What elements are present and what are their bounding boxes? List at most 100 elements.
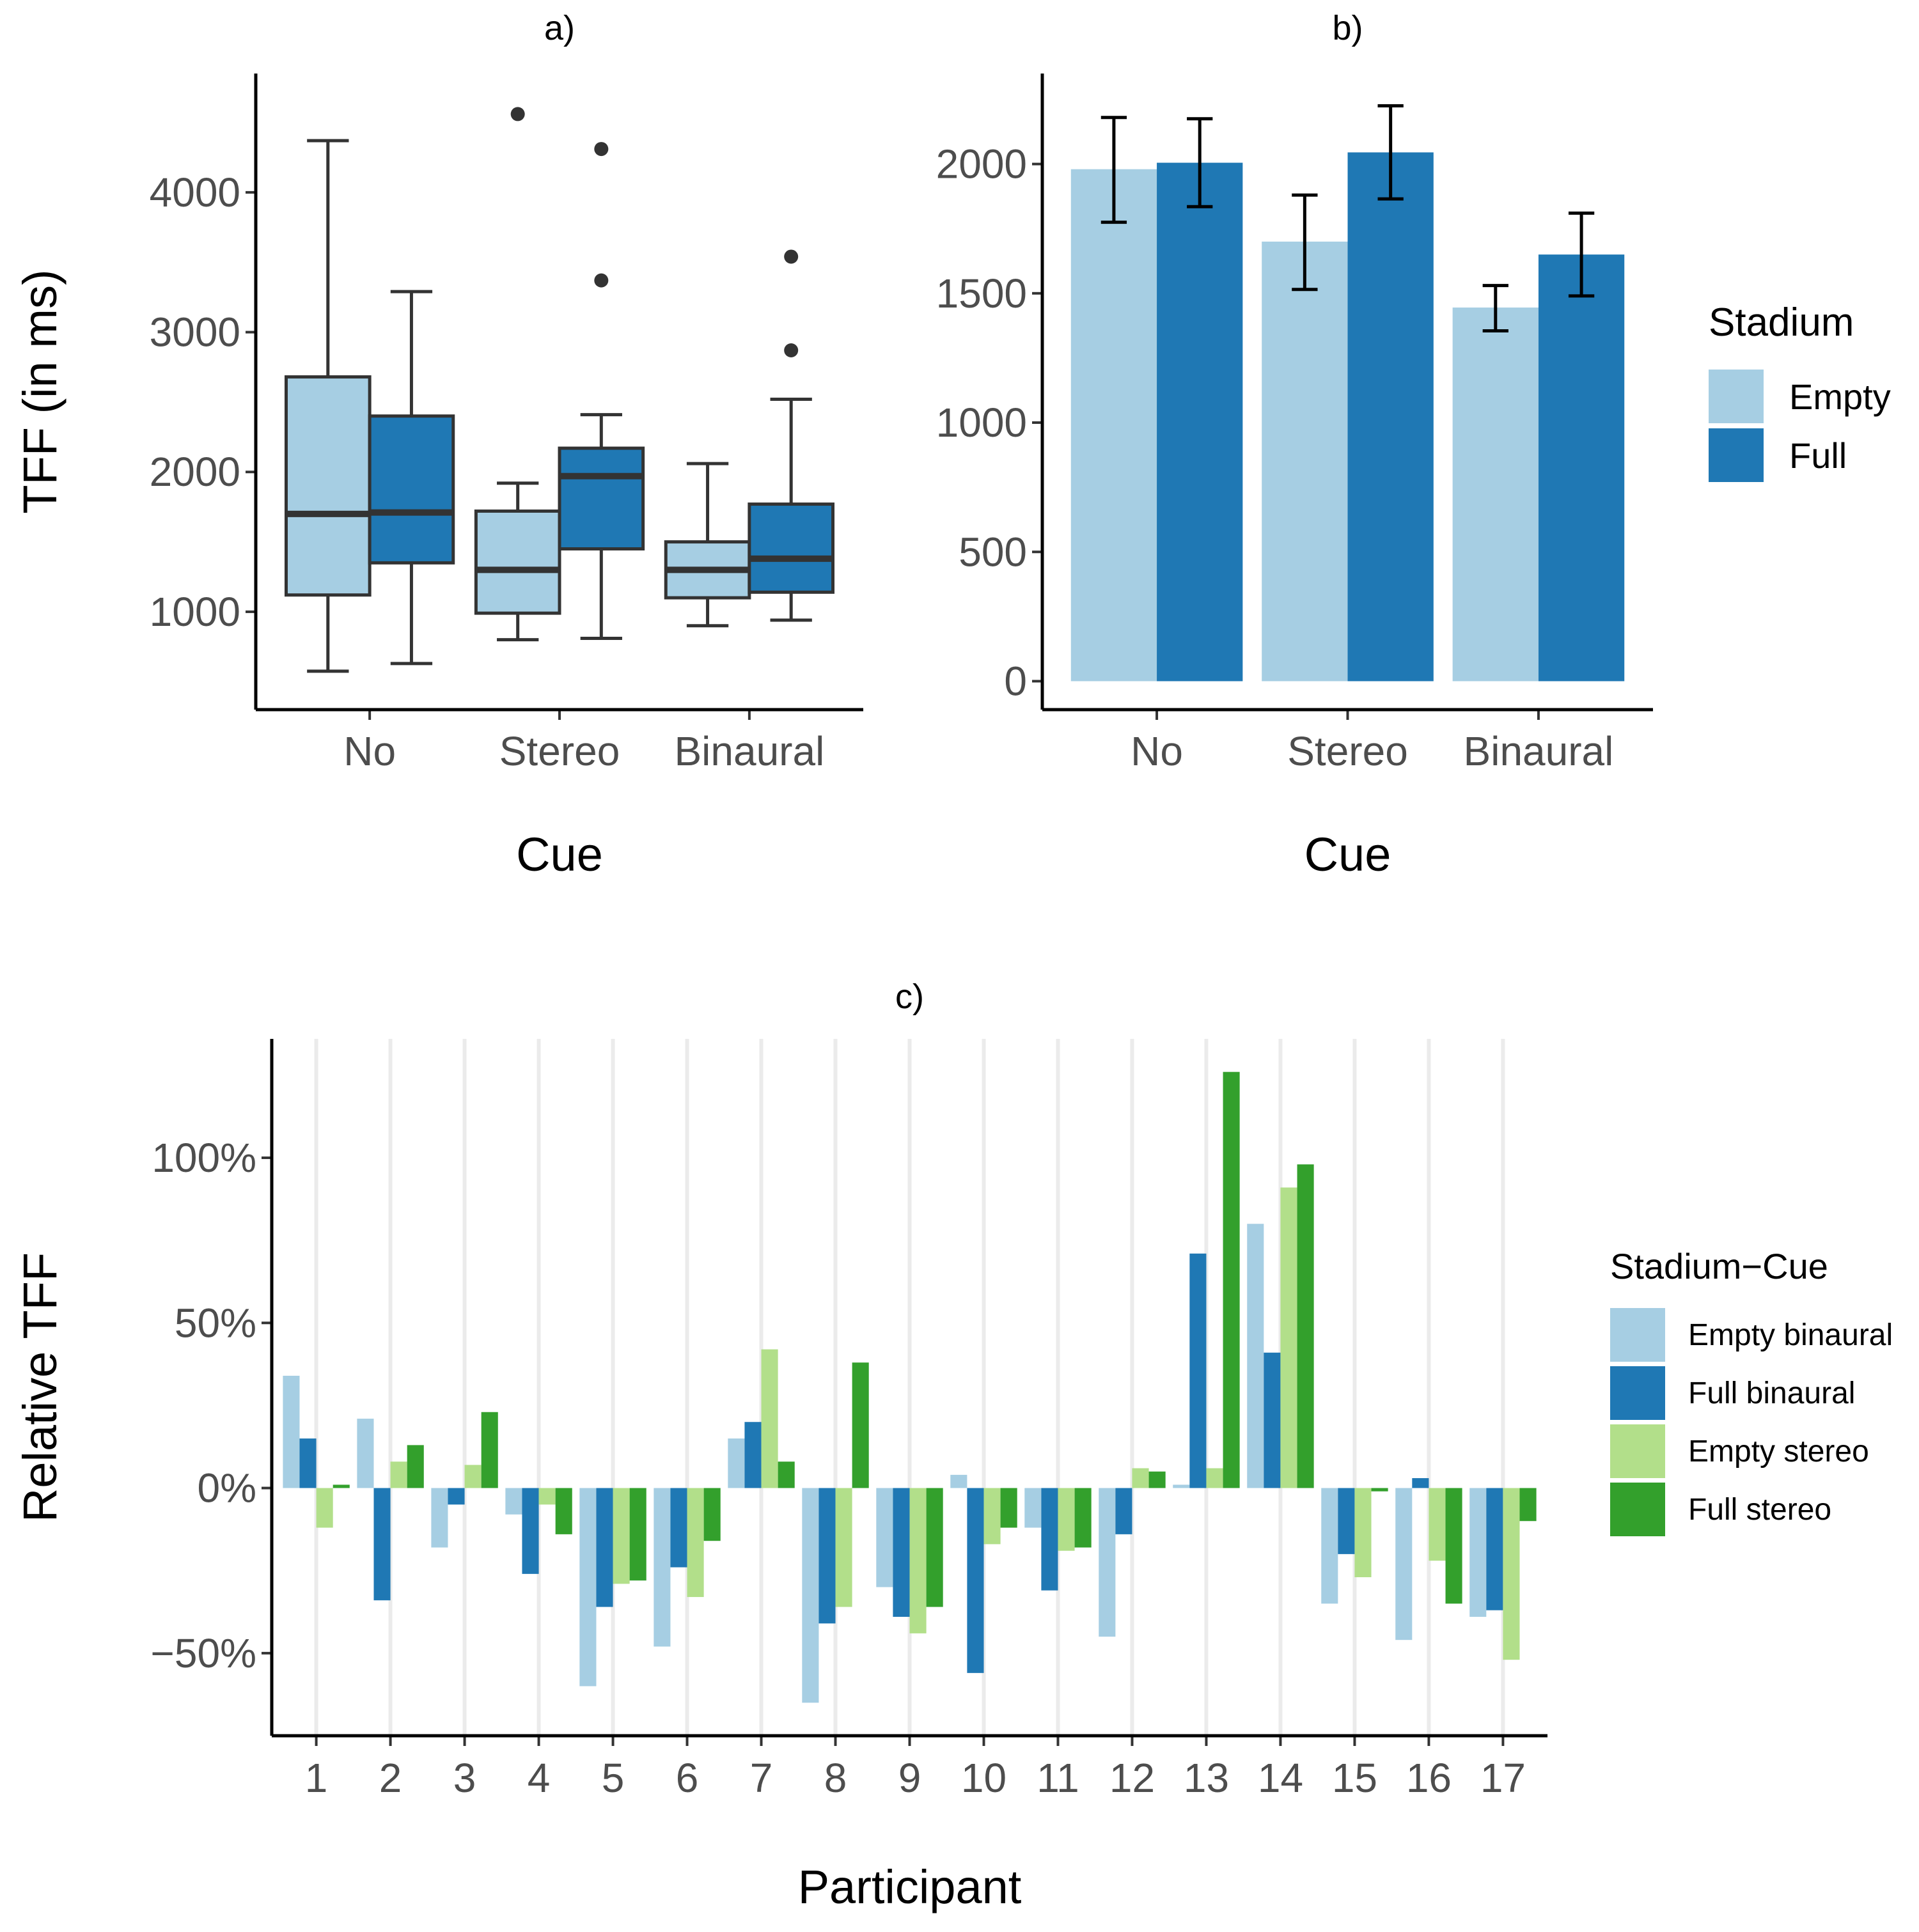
x-axis-title: Participant — [798, 1860, 1022, 1913]
y-tick-label: −50% — [151, 1630, 256, 1676]
box — [368, 414, 455, 565]
legend-label: Empty — [1789, 377, 1891, 417]
bar — [613, 1488, 630, 1584]
bar — [687, 1488, 704, 1598]
y-tick-label: 2000 — [936, 141, 1027, 187]
y-tick-label: 1000 — [936, 400, 1027, 446]
bar — [1429, 1488, 1446, 1561]
bar — [1024, 1488, 1042, 1528]
panel-c-participant-bar-chart: c)−50%0%50%100%1 2 3 4 5 6 7 8 9 10 11 12 13 14 15 16 17… — [13, 978, 1893, 1913]
bar — [876, 1488, 893, 1587]
bar — [1262, 241, 1348, 682]
legend-stadium-cue: Stadium−Cue Empty binaural Full binaural Em… — [1610, 1246, 1893, 1536]
bar — [1347, 152, 1434, 682]
bar — [390, 1461, 407, 1488]
bar — [596, 1488, 613, 1607]
bar — [316, 1488, 333, 1528]
bar — [1041, 1488, 1058, 1591]
y-tick-label: 0 — [1004, 658, 1027, 705]
bar — [926, 1488, 943, 1607]
bar — [505, 1488, 522, 1515]
x-tick-label: Stereo — [1287, 728, 1408, 774]
bar — [983, 1488, 1001, 1545]
x-tick-label: No — [1131, 728, 1183, 774]
panel-b-bar-chart: b) 0 500 1000 1500 2000 No Stereo Binaural Cue Sta… — [936, 9, 1891, 881]
panel-a-boxplot: a) 1000 2000 3000 4000 No Stereo Binaural Cue TFF… — [13, 9, 863, 881]
y-tick-label: 4000 — [150, 169, 240, 215]
bar — [1000, 1488, 1017, 1528]
bar — [538, 1488, 556, 1505]
bar — [629, 1488, 646, 1581]
bar — [555, 1488, 572, 1534]
y-tick-label: 500 — [959, 529, 1027, 575]
legend-label: Empty binaural — [1688, 1318, 1893, 1352]
x-tick-label: 6 — [676, 1755, 699, 1801]
y-tick-label: 2000 — [150, 449, 240, 495]
box-outlier-point — [510, 107, 525, 121]
bar — [1395, 1488, 1413, 1640]
box-outlier-point — [784, 343, 799, 357]
bar — [283, 1375, 300, 1488]
bar — [744, 1422, 762, 1488]
bar — [1469, 1488, 1487, 1617]
x-tick-label: No — [343, 728, 396, 774]
bar — [1452, 308, 1539, 682]
y-axis-title: TFF (in ms) — [13, 269, 67, 513]
bar — [967, 1488, 984, 1673]
x-tick-label: 8 — [824, 1755, 847, 1801]
bar — [670, 1488, 687, 1568]
legend-key — [1610, 1424, 1665, 1478]
bar — [835, 1488, 852, 1607]
legend-title: Stadium−Cue — [1610, 1246, 1828, 1286]
bar — [1297, 1164, 1314, 1488]
bar — [778, 1461, 795, 1488]
bar — [464, 1465, 482, 1488]
legend-key — [1709, 370, 1764, 423]
bar — [522, 1488, 539, 1574]
bar — [1280, 1187, 1297, 1488]
bar — [1338, 1488, 1355, 1554]
panel-c-title: c) — [895, 978, 924, 1016]
box-outlier-point — [594, 142, 609, 157]
bar — [1157, 162, 1243, 682]
bar — [703, 1488, 721, 1541]
bar — [357, 1419, 374, 1488]
x-tick-label: Binaural — [674, 728, 824, 774]
bar — [1354, 1488, 1372, 1578]
bar — [728, 1438, 745, 1488]
bar — [1371, 1488, 1388, 1492]
legend-label: Full binaural — [1688, 1376, 1855, 1410]
y-axis-title: Relative TFF — [13, 1252, 67, 1522]
legend-key — [1610, 1366, 1665, 1420]
bar — [1189, 1253, 1207, 1488]
x-tick-label: Stereo — [499, 728, 620, 774]
bar — [579, 1488, 597, 1687]
y-tick-label: 3000 — [150, 309, 240, 355]
bar — [1503, 1488, 1520, 1660]
bar — [654, 1488, 671, 1647]
box — [748, 502, 834, 594]
bar — [950, 1474, 967, 1488]
bar — [373, 1488, 391, 1601]
bar — [1486, 1488, 1503, 1610]
legend-label: Full stereo — [1688, 1493, 1831, 1527]
x-tick-label: 13 — [1184, 1755, 1229, 1801]
legend-stadium: Stadium Empty Full — [1709, 300, 1891, 482]
x-tick-label: 1 — [305, 1755, 328, 1801]
y-tick-label: 1000 — [150, 589, 240, 635]
x-axis-title: Cue — [516, 828, 603, 881]
bar — [1445, 1488, 1462, 1604]
y-tick-label: 0% — [198, 1465, 257, 1511]
bar — [1264, 1352, 1281, 1488]
legend-label: Full — [1789, 435, 1847, 476]
legend-key — [1610, 1308, 1665, 1362]
bar — [1115, 1488, 1132, 1534]
x-tick-label: 5 — [602, 1755, 625, 1801]
x-tick-label: 10 — [961, 1755, 1006, 1801]
x-tick-label: 11 — [1037, 1755, 1079, 1801]
x-tick-label: 15 — [1332, 1755, 1377, 1801]
y-tick-label: 1500 — [936, 270, 1027, 316]
x-tick-label: 4 — [528, 1755, 551, 1801]
x-tick-label: 7 — [750, 1755, 773, 1801]
y-tick-label: 100% — [152, 1135, 256, 1181]
